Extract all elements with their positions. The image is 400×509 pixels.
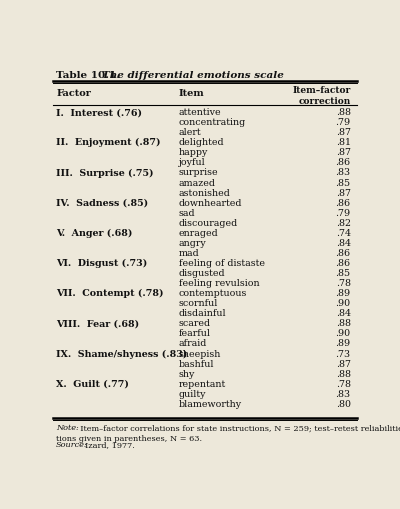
Text: scornful: scornful [179,299,218,308]
Text: .84: .84 [336,239,351,248]
Text: .86: .86 [336,249,351,258]
Text: III.  Surprise (.75): III. Surprise (.75) [56,168,154,178]
Text: The differential emotions scale: The differential emotions scale [102,71,284,80]
Text: contemptuous: contemptuous [179,289,247,298]
Text: bashful: bashful [179,359,214,369]
Text: .85: .85 [336,179,351,187]
Text: X.  Guilt (.77): X. Guilt (.77) [56,380,129,389]
Text: V.  Anger (.68): V. Anger (.68) [56,229,132,238]
Text: angry: angry [179,239,206,248]
Text: .88: .88 [336,319,351,328]
Text: .90: .90 [336,329,351,338]
Text: .84: .84 [336,309,351,318]
Text: alert: alert [179,128,201,137]
Text: Item–factor correlations for state instructions, N = 259; test–retest reliabilit: Item–factor correlations for state instr… [76,425,400,433]
Text: I.  Interest (.76): I. Interest (.76) [56,108,142,117]
Text: .87: .87 [336,359,351,369]
Text: .86: .86 [336,158,351,167]
Text: mad: mad [179,249,199,258]
Text: IV.  Sadness (.85): IV. Sadness (.85) [56,199,148,208]
Text: .87: .87 [336,128,351,137]
Text: .78: .78 [336,279,351,288]
Text: concentrating: concentrating [179,118,246,127]
Text: joyful: joyful [179,158,206,167]
Text: tions given in parentheses, N = 63.: tions given in parentheses, N = 63. [56,435,202,443]
Text: attentive: attentive [179,108,221,117]
Text: .74: .74 [336,229,351,238]
Text: discouraged: discouraged [179,219,238,228]
Text: .90: .90 [336,299,351,308]
Text: afraid: afraid [179,340,207,349]
Text: .83: .83 [336,168,351,178]
Text: astonished: astonished [179,189,230,197]
Text: Source:: Source: [56,441,88,449]
Text: sheepish: sheepish [179,350,221,358]
Text: .88: .88 [336,108,351,117]
Text: .78: .78 [336,380,351,389]
Text: delighted: delighted [179,138,224,147]
Text: feeling of distaste: feeling of distaste [179,259,265,268]
Text: disdainful: disdainful [179,309,226,318]
Text: shy: shy [179,370,195,379]
Text: blameworthy: blameworthy [179,400,242,409]
Text: disgusted: disgusted [179,269,225,278]
Text: .82: .82 [336,219,351,228]
Text: .85: .85 [336,269,351,278]
Text: .80: .80 [336,400,351,409]
Text: enraged: enraged [179,229,218,238]
Text: VII.  Contempt (.78): VII. Contempt (.78) [56,289,164,298]
Text: VIII.  Fear (.68): VIII. Fear (.68) [56,319,139,328]
Text: Item–factor: Item–factor [292,86,351,95]
Text: .79: .79 [336,118,351,127]
Text: VI.  Disgust (.73): VI. Disgust (.73) [56,259,148,268]
Text: sad: sad [179,209,195,218]
Text: feeling revulsion: feeling revulsion [179,279,259,288]
Text: guilty: guilty [179,390,206,399]
Text: .88: .88 [336,370,351,379]
Text: .86: .86 [336,199,351,208]
Text: .83: .83 [336,390,351,399]
Text: Factor: Factor [56,89,91,98]
Text: .87: .87 [336,189,351,197]
Text: .79: .79 [336,209,351,218]
Text: happy: happy [179,148,208,157]
Text: Note:: Note: [56,425,79,433]
Text: II.  Enjoyment (.87): II. Enjoyment (.87) [56,138,161,148]
Text: .73: .73 [336,350,351,358]
Text: IX.  Shame/shyness (.83): IX. Shame/shyness (.83) [56,350,188,359]
Text: downhearted: downhearted [179,199,242,208]
Text: Item: Item [179,89,204,98]
Text: Izard, 1977.: Izard, 1977. [85,441,134,449]
Text: correction: correction [298,97,351,106]
Text: .81: .81 [336,138,351,147]
Text: repentant: repentant [179,380,226,389]
Text: .89: .89 [336,340,351,349]
Text: surprise: surprise [179,168,218,178]
Text: .89: .89 [336,289,351,298]
Text: .87: .87 [336,148,351,157]
Text: Table 10.1.: Table 10.1. [56,71,124,80]
Text: fearful: fearful [179,329,211,338]
Text: amazed: amazed [179,179,216,187]
Text: scared: scared [179,319,211,328]
Text: .86: .86 [336,259,351,268]
